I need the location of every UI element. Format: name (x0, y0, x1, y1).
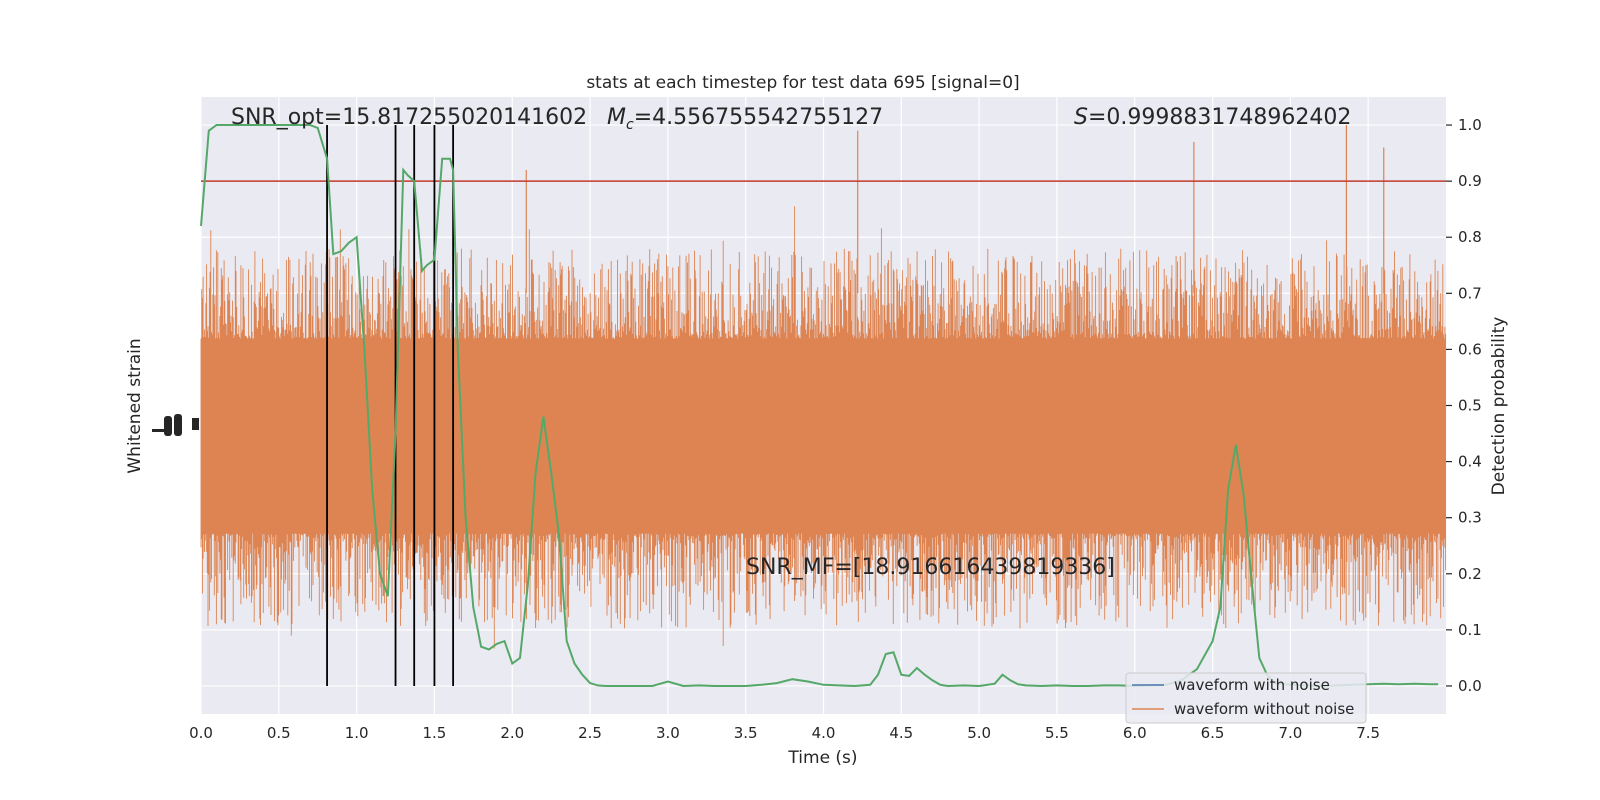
mc-subscript: c (626, 117, 634, 133)
left-glyph-b (174, 414, 182, 436)
legend: waveform with noise waveform without noi… (1125, 672, 1367, 724)
annotation-chirp-mass: Mc=4.556755542755127 (607, 105, 883, 133)
mc-symbol: M (607, 105, 626, 130)
x-tick-label-6: 3.0 (656, 724, 680, 742)
legend-label-without-noise: waveform without noise (1174, 700, 1354, 718)
y-tick-label-7: 0.7 (1458, 284, 1482, 302)
x-tick-label-8: 4.0 (812, 724, 836, 742)
left-glyph-c (192, 418, 199, 430)
probability-line (200, 124, 1439, 688)
vertical-markers (326, 125, 455, 686)
x-tick-label-11: 5.5 (1045, 724, 1069, 742)
left-glyph-dash (152, 429, 164, 432)
x-tick-label-10: 5.0 (967, 724, 991, 742)
chart-title: stats at each timestep for test data 695… (586, 73, 1019, 93)
y-tick-label-3: 0.3 (1458, 509, 1482, 527)
y-tick-label-10: 1.0 (1458, 116, 1482, 134)
x-tick-label-4: 2.0 (500, 724, 524, 742)
x-tick-labels: 0.0 0.5 1.0 1.5 2.0 2.5 3.0 3.5 4.0 4.5 5.0 5.5 6.0 6… (189, 724, 1380, 742)
annotation-snr-opt: SNR_opt=15.817255020141602 (231, 105, 587, 130)
x-axis-label: Time (s) (787, 748, 857, 768)
x-tick-label-7: 3.5 (734, 724, 758, 742)
legend-box (1125, 672, 1367, 724)
y-tick-label-4: 0.4 (1458, 453, 1482, 471)
y-axis-label-right: Detection probability (1489, 317, 1509, 496)
left-glyph-a (164, 416, 172, 436)
x-tick-label-9: 4.5 (889, 724, 913, 742)
x-tick-label-0: 0.0 (189, 724, 213, 742)
series-waveform-without-noise (200, 125, 1447, 649)
x-tick-label-1: 0.5 (267, 724, 291, 742)
x-tick-label-15: 7.5 (1356, 724, 1380, 742)
left-tick-glyphs (152, 414, 199, 436)
x-tick-label-3: 1.5 (423, 724, 447, 742)
x-tick-label-14: 7.0 (1278, 724, 1302, 742)
mc-value: =4.556755542755127 (634, 105, 883, 130)
y-axis-label-left: Whitened strain (125, 338, 145, 473)
annotation-snr-mf: SNR_MF=[18.916616439819336] (746, 555, 1115, 580)
y-tick-label-0: 0.0 (1458, 677, 1482, 695)
x-tick-label-2: 1.0 (345, 724, 369, 742)
series-probability (200, 124, 1439, 688)
legend-label-with-noise: waveform with noise (1174, 676, 1330, 694)
y-tick-label-8: 0.8 (1458, 228, 1482, 246)
y-tick-label-5: 0.5 (1458, 397, 1482, 415)
s-symbol: S (1074, 105, 1088, 130)
x-tick-label-5: 2.5 (578, 724, 602, 742)
y-tick-label-6: 0.6 (1458, 340, 1482, 358)
x-tick-label-13: 6.5 (1201, 724, 1225, 742)
y-tick-label-1: 0.1 (1458, 621, 1482, 639)
y-tick-labels-right: 0.0 0.1 0.2 0.3 0.4 0.5 0.6 0.7 0.8 0.9 1.0 (1446, 116, 1482, 695)
noise-band-trace (200, 206, 1447, 649)
annotation-s: S=0.9998831748962402 (1074, 105, 1351, 130)
x-tick-label-12: 6.0 (1123, 724, 1147, 742)
s-value: =0.9998831748962402 (1088, 105, 1351, 130)
y-tick-label-9: 0.9 (1458, 172, 1482, 190)
y-tick-label-2: 0.2 (1458, 565, 1482, 583)
